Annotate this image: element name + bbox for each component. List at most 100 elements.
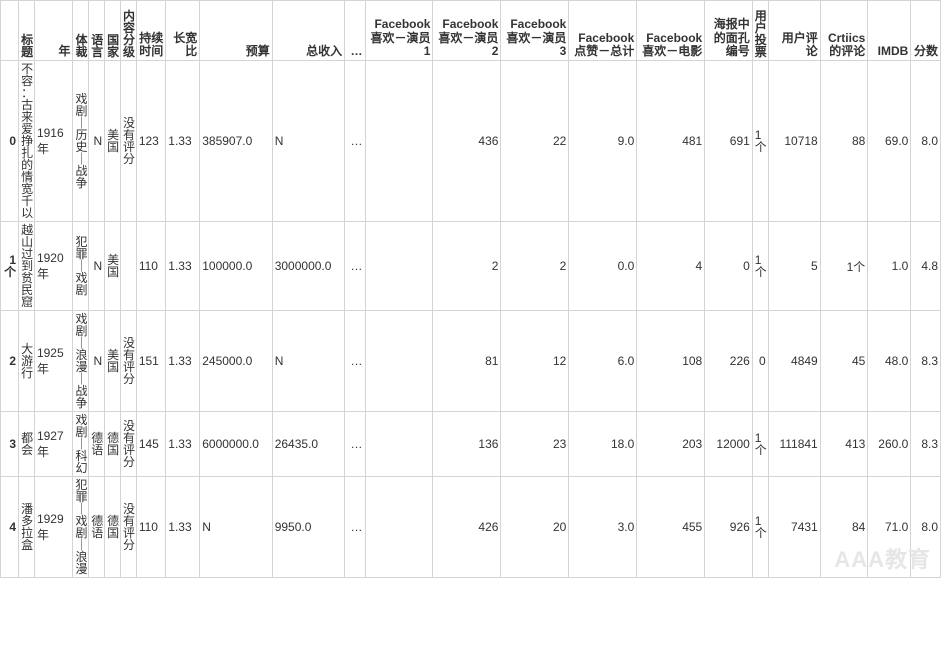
cell-movie: 481 bbox=[637, 61, 705, 222]
cell-a2: 136 bbox=[433, 412, 501, 477]
cell-movie: 4 bbox=[637, 222, 705, 311]
cell-imdb: 260.0 bbox=[868, 412, 911, 477]
cell-title: 潘 多 拉 盒 bbox=[19, 477, 35, 578]
cell-genre: 戏 剧 ｜ 浪 漫 ｜ 战 争 bbox=[73, 311, 89, 412]
col-header: 持续时间 bbox=[136, 1, 165, 61]
cell-country: 美 国 bbox=[105, 311, 121, 412]
cell-title: 越 山 过 到 贫 民 窟 bbox=[19, 222, 35, 311]
col-header: 标 题 bbox=[19, 1, 35, 61]
cell-movie: 455 bbox=[637, 477, 705, 578]
cell-lang: N bbox=[89, 311, 105, 412]
cell-critics: 413 bbox=[820, 412, 868, 477]
col-header: 分数 bbox=[911, 1, 941, 61]
cell-rating bbox=[120, 222, 136, 311]
cell-ell: … bbox=[345, 61, 365, 222]
cell-ell: … bbox=[345, 222, 365, 311]
cell-votes: 1 个 bbox=[752, 412, 768, 477]
cell-gross: 9950.0 bbox=[272, 477, 344, 578]
cell-a2: 426 bbox=[433, 477, 501, 578]
cell-likes: 0.0 bbox=[569, 222, 637, 311]
table-row: 3都 会1927年戏 剧 ｜ 科 幻德 语德 国没 有 评 分1451.3360… bbox=[1, 412, 941, 477]
cell-critics: 84 bbox=[820, 477, 868, 578]
col-header bbox=[1, 1, 19, 61]
col-header: 长宽比 bbox=[166, 1, 200, 61]
cell-votes: 1 个 bbox=[752, 477, 768, 578]
cell-rating: 没 有 评 分 bbox=[120, 61, 136, 222]
col-header: Crtiics的评论 bbox=[820, 1, 868, 61]
data-table: 标 题年体 裁语 言国 家内 容 分 级持续时间长宽比预算总收入…Faceboo… bbox=[0, 0, 941, 578]
cell-a2: 2 bbox=[433, 222, 501, 311]
cell-genre: 犯 罪 ｜ 戏 剧 bbox=[73, 222, 89, 311]
cell-faces: 226 bbox=[705, 311, 753, 412]
cell-faces: 0 bbox=[705, 222, 753, 311]
cell-critics: 1个 bbox=[820, 222, 868, 311]
table-row: 4潘 多 拉 盒1929年犯 罪 ｜ 戏 剧 ｜ 浪 漫德 语德 国没 有 评 … bbox=[1, 477, 941, 578]
col-header: 用 户 投 票 bbox=[752, 1, 768, 61]
cell-reviews: 7431 bbox=[768, 477, 820, 578]
cell-ell: … bbox=[345, 477, 365, 578]
cell-score: 8.3 bbox=[911, 311, 941, 412]
cell-budget: 245000.0 bbox=[200, 311, 272, 412]
cell-ar: 1.33 bbox=[166, 222, 200, 311]
cell-score: 8.3 bbox=[911, 412, 941, 477]
cell-year: 1920年 bbox=[34, 222, 73, 311]
cell-ar: 1.33 bbox=[166, 477, 200, 578]
cell-a3: 20 bbox=[501, 477, 569, 578]
cell-budget: 100000.0 bbox=[200, 222, 272, 311]
table-row: 2大 游 行1925年戏 剧 ｜ 浪 漫 ｜ 战 争N美 国没 有 评 分151… bbox=[1, 311, 941, 412]
cell-likes: 3.0 bbox=[569, 477, 637, 578]
cell-genre: 戏 剧 ｜ 历 史 ｜ 战 争 bbox=[73, 61, 89, 222]
cell-votes: 1 个 bbox=[752, 222, 768, 311]
cell-reviews: 4849 bbox=[768, 311, 820, 412]
col-header: IMDB bbox=[868, 1, 911, 61]
col-header: 用户评论 bbox=[768, 1, 820, 61]
cell-votes: 0 bbox=[752, 311, 768, 412]
cell-likes: 6.0 bbox=[569, 311, 637, 412]
cell-a1 bbox=[365, 311, 433, 412]
cell-reviews: 111841 bbox=[768, 412, 820, 477]
col-header: Facebook喜欢－演员2 bbox=[433, 1, 501, 61]
cell-faces: 691 bbox=[705, 61, 753, 222]
cell-dur: 110 bbox=[136, 222, 165, 311]
cell-rating: 没 有 评 分 bbox=[120, 477, 136, 578]
cell-dur: 145 bbox=[136, 412, 165, 477]
cell-country: 美 国 bbox=[105, 222, 121, 311]
cell-a2: 436 bbox=[433, 61, 501, 222]
cell-votes: 1 个 bbox=[752, 61, 768, 222]
col-header: 总收入 bbox=[272, 1, 344, 61]
cell-a3: 22 bbox=[501, 61, 569, 222]
cell-a1 bbox=[365, 412, 433, 477]
cell-movie: 203 bbox=[637, 412, 705, 477]
row-index: 3 bbox=[1, 412, 19, 477]
cell-year: 1929年 bbox=[34, 477, 73, 578]
header-row: 标 题年体 裁语 言国 家内 容 分 级持续时间长宽比预算总收入…Faceboo… bbox=[1, 1, 941, 61]
cell-movie: 108 bbox=[637, 311, 705, 412]
col-header: 预算 bbox=[200, 1, 272, 61]
col-header: 内 容 分 级 bbox=[120, 1, 136, 61]
cell-a1 bbox=[365, 222, 433, 311]
cell-ar: 1.33 bbox=[166, 412, 200, 477]
cell-lang: N bbox=[89, 61, 105, 222]
cell-critics: 88 bbox=[820, 61, 868, 222]
cell-dur: 151 bbox=[136, 311, 165, 412]
cell-country: 德 国 bbox=[105, 477, 121, 578]
cell-a1 bbox=[365, 477, 433, 578]
cell-score: 8.0 bbox=[911, 477, 941, 578]
cell-ar: 1.33 bbox=[166, 311, 200, 412]
cell-budget: 385907.0 bbox=[200, 61, 272, 222]
cell-faces: 926 bbox=[705, 477, 753, 578]
cell-a1 bbox=[365, 61, 433, 222]
cell-ar: 1.33 bbox=[166, 61, 200, 222]
cell-budget: 6000000.0 bbox=[200, 412, 272, 477]
cell-a3: 12 bbox=[501, 311, 569, 412]
cell-lang: 德 语 bbox=[89, 477, 105, 578]
cell-a3: 23 bbox=[501, 412, 569, 477]
table-row: 0不 容 ： 古 来 爱 挣 扎 的 情 宽 千 以1916年戏 剧 ｜ 历 史… bbox=[1, 61, 941, 222]
row-index: 0 bbox=[1, 61, 19, 222]
cell-budget: N bbox=[200, 477, 272, 578]
cell-year: 1927年 bbox=[34, 412, 73, 477]
cell-likes: 9.0 bbox=[569, 61, 637, 222]
col-header: 年 bbox=[34, 1, 73, 61]
cell-gross: 3000000.0 bbox=[272, 222, 344, 311]
cell-imdb: 48.0 bbox=[868, 311, 911, 412]
